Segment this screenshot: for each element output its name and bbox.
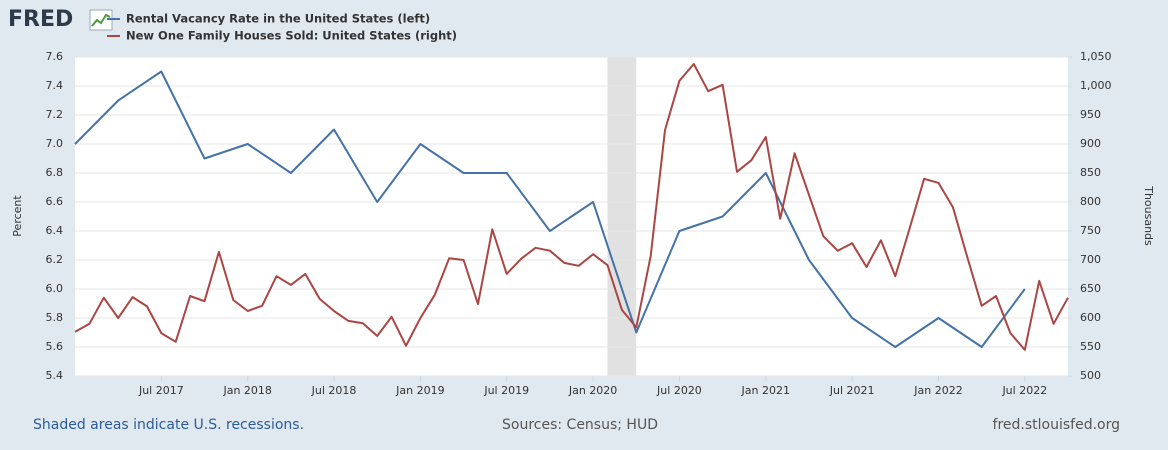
x-tick-label: Jan 2018 (222, 384, 271, 397)
legend-label: Rental Vacancy Rate in the United States… (126, 12, 430, 26)
y2-tick-label: 1,050 (1080, 50, 1112, 63)
y-tick-label: 6.2 (46, 253, 64, 266)
x-tick-label: Jul 2021 (829, 384, 875, 397)
y-axis-label: Percent (11, 195, 24, 237)
x-tick-label: Jan 2021 (741, 384, 790, 397)
recession-band (607, 57, 637, 376)
y2-tick-label: 650 (1080, 282, 1101, 295)
y-tick-label: 5.4 (46, 369, 64, 382)
y2-tick-label: 500 (1080, 369, 1101, 382)
logo-text: FRED (8, 7, 73, 32)
logo-icon-line (91, 13, 111, 27)
x-tick-label: Jul 2020 (656, 384, 702, 397)
y-tick-label: 7.4 (46, 79, 64, 92)
y2-tick-label: 850 (1080, 166, 1101, 179)
series-line (74, 63, 1069, 351)
y-tick-label: 5.8 (46, 311, 64, 324)
sources: Sources: Census; HUD (502, 417, 658, 433)
y2-tick-label: 900 (1080, 137, 1101, 150)
x-tick-label: Jan 2019 (395, 384, 444, 397)
y-tick-label: 7.0 (46, 137, 64, 150)
y-tick-label: 6.0 (46, 282, 64, 295)
y-tick-label: 5.6 (46, 340, 64, 353)
x-tick-label: Jul 2022 (1001, 384, 1047, 397)
x-tick-label: Jan 2022 (913, 384, 962, 397)
y2-tick-label: 750 (1080, 224, 1101, 237)
series-line (74, 70, 1026, 348)
y-tick-label: 7.2 (46, 108, 64, 121)
y2-tick-label: 800 (1080, 195, 1101, 208)
y2-tick-label: 550 (1080, 340, 1101, 353)
x-tick-label: Jan 2020 (568, 384, 617, 397)
y2-tick-label: 950 (1080, 108, 1101, 121)
y-tick-label: 6.6 (46, 195, 64, 208)
site-link: fred.stlouisfed.org (993, 417, 1120, 433)
legend-label: New One Family Houses Sold: United State… (126, 29, 457, 43)
y2-axis-label: Thousands (1142, 185, 1155, 246)
logo: FRED (8, 7, 113, 32)
y-tick-label: 7.6 (46, 50, 64, 63)
y-tick-label: 6.4 (46, 224, 64, 237)
x-tick-label: Jul 2017 (138, 384, 184, 397)
x-tick-label: Jul 2019 (483, 384, 529, 397)
x-tick-label: Jul 2018 (311, 384, 357, 397)
recession-note: Shaded areas indicate U.S. recessions. (33, 417, 304, 433)
y2-tick-label: 1,000 (1080, 79, 1112, 92)
y2-tick-label: 600 (1080, 311, 1101, 324)
y2-tick-label: 700 (1080, 253, 1101, 266)
y-tick-label: 6.8 (46, 166, 64, 179)
